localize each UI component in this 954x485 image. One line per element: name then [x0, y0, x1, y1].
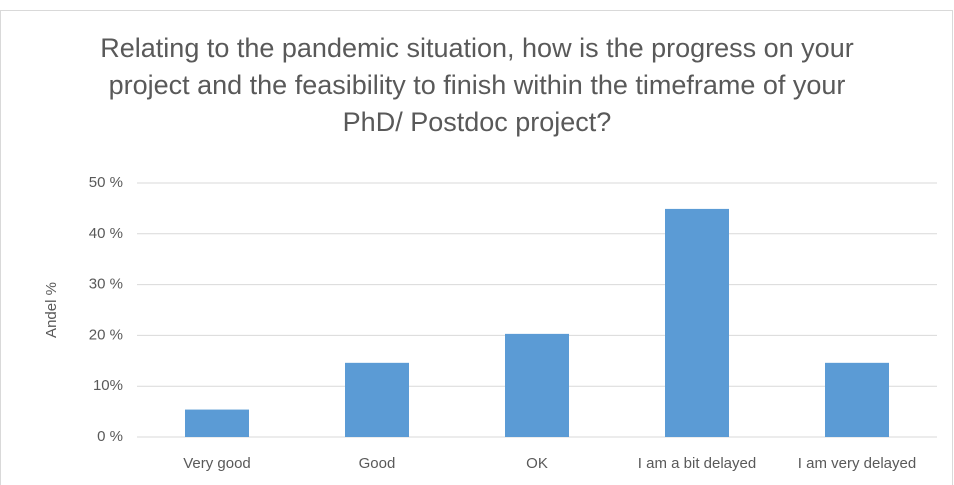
bar: [825, 362, 889, 437]
y-tick-label: 40 %: [89, 225, 123, 242]
x-tick-label: OK: [526, 455, 548, 472]
y-tick-label: 30 %: [89, 276, 123, 293]
x-tick-label: Very good: [183, 455, 251, 472]
x-tick-label: I am very delayed: [798, 455, 916, 472]
x-tick-label: I am a bit delayed: [638, 455, 756, 472]
bar: [185, 409, 249, 437]
y-tick-label: 10%: [93, 377, 123, 394]
x-tick-label: Good: [359, 455, 396, 472]
chart-title: Relating to the pandemic situation, how …: [100, 33, 854, 137]
bar: [345, 362, 409, 437]
y-axis-label: Andel %: [43, 282, 60, 338]
y-tick-label: 20 %: [89, 326, 123, 343]
bar: [505, 333, 569, 437]
y-tick-label: 0 %: [97, 428, 123, 445]
y-tick-label: 50 %: [89, 174, 123, 191]
bar: [665, 208, 729, 437]
chart-border: [0, 10, 953, 485]
